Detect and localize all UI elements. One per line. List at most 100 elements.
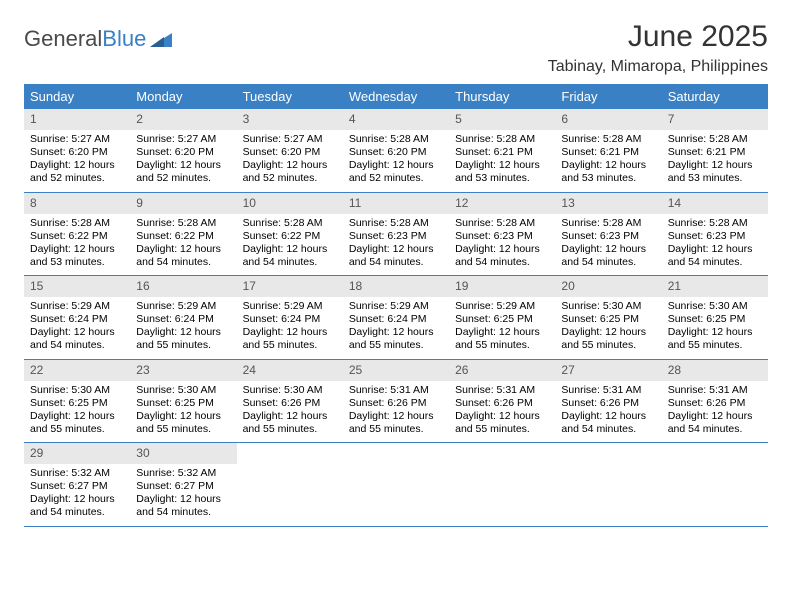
calendar-cell: 13Sunrise: 5:28 AMSunset: 6:23 PMDayligh… — [555, 192, 661, 276]
daylight-line: Daylight: 12 hours and 54 minutes. — [243, 243, 337, 269]
sunrise-line: Sunrise: 5:28 AM — [668, 217, 762, 230]
day-number: 13 — [555, 193, 661, 214]
calendar-cell: 24Sunrise: 5:30 AMSunset: 6:26 PMDayligh… — [237, 359, 343, 443]
day-number: 30 — [130, 443, 236, 464]
day-details: Sunrise: 5:31 AMSunset: 6:26 PMDaylight:… — [555, 381, 661, 443]
sunrise-line: Sunrise: 5:27 AM — [136, 133, 230, 146]
day-details: Sunrise: 5:28 AMSunset: 6:23 PMDaylight:… — [449, 214, 555, 276]
calendar-table: SundayMondayTuesdayWednesdayThursdayFrid… — [24, 84, 768, 527]
weekday-header: Thursday — [449, 84, 555, 109]
day-details: Sunrise: 5:28 AMSunset: 6:22 PMDaylight:… — [24, 214, 130, 276]
calendar-cell: 6Sunrise: 5:28 AMSunset: 6:21 PMDaylight… — [555, 109, 661, 192]
calendar-cell: 14Sunrise: 5:28 AMSunset: 6:23 PMDayligh… — [662, 192, 768, 276]
daylight-line: Daylight: 12 hours and 53 minutes. — [30, 243, 124, 269]
day-details: Sunrise: 5:28 AMSunset: 6:22 PMDaylight:… — [237, 214, 343, 276]
day-number: 3 — [237, 109, 343, 130]
calendar-header-row: SundayMondayTuesdayWednesdayThursdayFrid… — [24, 84, 768, 109]
daylight-line: Daylight: 12 hours and 55 minutes. — [668, 326, 762, 352]
daylight-line: Daylight: 12 hours and 55 minutes. — [243, 326, 337, 352]
page-title: June 2025 — [548, 20, 768, 54]
sunrise-line: Sunrise: 5:31 AM — [561, 384, 655, 397]
day-number: 9 — [130, 193, 236, 214]
daylight-line: Daylight: 12 hours and 52 minutes. — [136, 159, 230, 185]
sunrise-line: Sunrise: 5:28 AM — [243, 217, 337, 230]
sunrise-line: Sunrise: 5:27 AM — [30, 133, 124, 146]
brand-part2: Blue — [102, 26, 146, 52]
daylight-line: Daylight: 12 hours and 52 minutes. — [30, 159, 124, 185]
calendar-cell: 15Sunrise: 5:29 AMSunset: 6:24 PMDayligh… — [24, 276, 130, 360]
day-number: 16 — [130, 276, 236, 297]
calendar-cell: 4Sunrise: 5:28 AMSunset: 6:20 PMDaylight… — [343, 109, 449, 192]
daylight-line: Daylight: 12 hours and 52 minutes. — [349, 159, 443, 185]
sunset-line: Sunset: 6:21 PM — [455, 146, 549, 159]
brand-part1: General — [24, 26, 102, 52]
calendar-cell: 29Sunrise: 5:32 AMSunset: 6:27 PMDayligh… — [24, 443, 130, 527]
sunrise-line: Sunrise: 5:28 AM — [455, 217, 549, 230]
sunrise-line: Sunrise: 5:28 AM — [561, 217, 655, 230]
calendar-cell: 25Sunrise: 5:31 AMSunset: 6:26 PMDayligh… — [343, 359, 449, 443]
sunrise-line: Sunrise: 5:31 AM — [668, 384, 762, 397]
day-number: 20 — [555, 276, 661, 297]
calendar-cell: 26Sunrise: 5:31 AMSunset: 6:26 PMDayligh… — [449, 359, 555, 443]
sunrise-line: Sunrise: 5:30 AM — [243, 384, 337, 397]
day-number: 2 — [130, 109, 236, 130]
weekday-header: Saturday — [662, 84, 768, 109]
location-text: Tabinay, Mimaropa, Philippines — [548, 58, 768, 76]
day-number: 10 — [237, 193, 343, 214]
calendar-cell — [449, 443, 555, 527]
calendar-cell: 22Sunrise: 5:30 AMSunset: 6:25 PMDayligh… — [24, 359, 130, 443]
day-details: Sunrise: 5:28 AMSunset: 6:21 PMDaylight:… — [662, 130, 768, 192]
daylight-line: Daylight: 12 hours and 54 minutes. — [136, 243, 230, 269]
calendar-body: 1Sunrise: 5:27 AMSunset: 6:20 PMDaylight… — [24, 109, 768, 526]
sunset-line: Sunset: 6:26 PM — [561, 397, 655, 410]
empty-cell — [343, 443, 449, 464]
calendar-row: 29Sunrise: 5:32 AMSunset: 6:27 PMDayligh… — [24, 443, 768, 527]
sunset-line: Sunset: 6:22 PM — [243, 230, 337, 243]
daylight-line: Daylight: 12 hours and 55 minutes. — [136, 326, 230, 352]
day-details: Sunrise: 5:28 AMSunset: 6:21 PMDaylight:… — [449, 130, 555, 192]
daylight-line: Daylight: 12 hours and 54 minutes. — [30, 326, 124, 352]
calendar-cell: 21Sunrise: 5:30 AMSunset: 6:25 PMDayligh… — [662, 276, 768, 360]
sunset-line: Sunset: 6:26 PM — [349, 397, 443, 410]
sunset-line: Sunset: 6:23 PM — [561, 230, 655, 243]
sunrise-line: Sunrise: 5:29 AM — [30, 300, 124, 313]
calendar-cell: 1Sunrise: 5:27 AMSunset: 6:20 PMDaylight… — [24, 109, 130, 192]
day-details: Sunrise: 5:32 AMSunset: 6:27 PMDaylight:… — [130, 464, 236, 526]
daylight-line: Daylight: 12 hours and 55 minutes. — [349, 326, 443, 352]
sunset-line: Sunset: 6:25 PM — [136, 397, 230, 410]
sunset-line: Sunset: 6:21 PM — [561, 146, 655, 159]
calendar-cell — [343, 443, 449, 527]
calendar-cell: 17Sunrise: 5:29 AMSunset: 6:24 PMDayligh… — [237, 276, 343, 360]
sunrise-line: Sunrise: 5:29 AM — [455, 300, 549, 313]
sunset-line: Sunset: 6:26 PM — [455, 397, 549, 410]
day-details: Sunrise: 5:29 AMSunset: 6:24 PMDaylight:… — [237, 297, 343, 359]
sunrise-line: Sunrise: 5:31 AM — [349, 384, 443, 397]
day-details: Sunrise: 5:28 AMSunset: 6:20 PMDaylight:… — [343, 130, 449, 192]
day-details: Sunrise: 5:30 AMSunset: 6:25 PMDaylight:… — [130, 381, 236, 443]
sunset-line: Sunset: 6:25 PM — [30, 397, 124, 410]
sunrise-line: Sunrise: 5:27 AM — [243, 133, 337, 146]
calendar-cell — [555, 443, 661, 527]
day-details: Sunrise: 5:32 AMSunset: 6:27 PMDaylight:… — [24, 464, 130, 526]
calendar-cell — [662, 443, 768, 527]
day-number: 17 — [237, 276, 343, 297]
calendar-row: 22Sunrise: 5:30 AMSunset: 6:25 PMDayligh… — [24, 359, 768, 443]
day-number: 14 — [662, 193, 768, 214]
calendar-cell: 11Sunrise: 5:28 AMSunset: 6:23 PMDayligh… — [343, 192, 449, 276]
sunset-line: Sunset: 6:27 PM — [30, 480, 124, 493]
calendar-cell: 12Sunrise: 5:28 AMSunset: 6:23 PMDayligh… — [449, 192, 555, 276]
empty-cell — [237, 443, 343, 464]
calendar-row: 8Sunrise: 5:28 AMSunset: 6:22 PMDaylight… — [24, 192, 768, 276]
day-details: Sunrise: 5:30 AMSunset: 6:25 PMDaylight:… — [662, 297, 768, 359]
calendar-cell: 19Sunrise: 5:29 AMSunset: 6:25 PMDayligh… — [449, 276, 555, 360]
daylight-line: Daylight: 12 hours and 54 minutes. — [668, 243, 762, 269]
day-details: Sunrise: 5:28 AMSunset: 6:23 PMDaylight:… — [343, 214, 449, 276]
sunset-line: Sunset: 6:22 PM — [136, 230, 230, 243]
calendar-cell: 16Sunrise: 5:29 AMSunset: 6:24 PMDayligh… — [130, 276, 236, 360]
daylight-line: Daylight: 12 hours and 54 minutes. — [668, 410, 762, 436]
day-details: Sunrise: 5:29 AMSunset: 6:25 PMDaylight:… — [449, 297, 555, 359]
sunrise-line: Sunrise: 5:32 AM — [136, 467, 230, 480]
sunset-line: Sunset: 6:22 PM — [30, 230, 124, 243]
sunrise-line: Sunrise: 5:28 AM — [668, 133, 762, 146]
brand-logo: General Blue — [24, 20, 172, 52]
